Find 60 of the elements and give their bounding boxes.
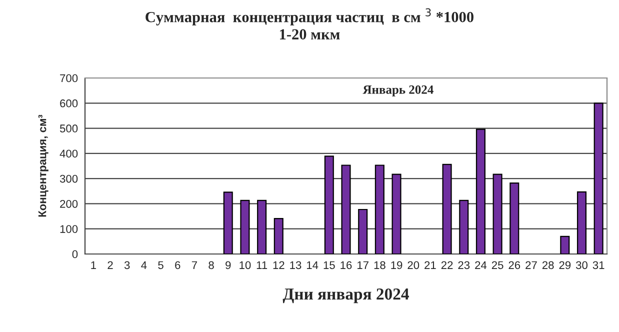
annotation: Январь 2024 (362, 85, 434, 96)
x-tick-label: 20 (408, 261, 420, 270)
x-tick-label: 10 (240, 261, 251, 270)
x-tick-label: 6 (175, 261, 180, 270)
bar (576, 191, 587, 254)
x-tick-label: 23 (458, 261, 470, 270)
x-tick-label: 5 (158, 261, 164, 270)
x-tick-label: 4 (141, 261, 147, 269)
bar (560, 236, 570, 254)
bar (492, 174, 502, 254)
x-tick-label: 15 (324, 261, 335, 270)
bar (223, 192, 233, 254)
bar (257, 200, 267, 254)
x-tick-label: 1 (91, 261, 96, 269)
x-tick-label: 12 (273, 261, 284, 269)
x-tick-label: 16 (340, 261, 352, 270)
bar (594, 102, 604, 254)
x-tick-label: 2 (108, 261, 113, 269)
y-tick-label: 200 (60, 200, 78, 208)
x-axis-title: Дни января 2024 (282, 288, 409, 304)
bar (392, 174, 402, 254)
x-tick-label: 8 (208, 261, 214, 270)
y-axis-title: Концентрация, см³ (38, 114, 48, 217)
x-tick-label: 13 (290, 261, 302, 270)
x-tick-label: 9 (226, 261, 231, 270)
bar (274, 218, 284, 254)
y-tick-label: 500 (60, 124, 78, 132)
bar (240, 200, 250, 254)
bar (358, 208, 368, 254)
bar (374, 164, 384, 254)
x-tick-label: 24 (475, 261, 487, 269)
x-tick-label: 18 (374, 261, 386, 270)
x-tick-label: 11 (256, 261, 268, 269)
bar (442, 164, 452, 254)
y-tick-label: 0 (72, 250, 78, 258)
x-tick-label: 3 (124, 261, 130, 270)
y-tick-label: 100 (60, 225, 78, 233)
y-tick-label: 300 (60, 174, 78, 183)
x-tick-label: 30 (576, 261, 588, 270)
x-tick-label: 7 (192, 261, 197, 269)
x-tick-label: 21 (424, 261, 436, 269)
bar (510, 182, 520, 254)
bar (476, 128, 486, 254)
y-tick-label: 700 (60, 74, 78, 82)
bar (459, 200, 469, 254)
x-tick-label: 17 (358, 261, 368, 269)
x-tick-label: 28 (542, 261, 554, 270)
chart-title: Суммарная концентрация частиц в см $^{3}$ *1000 1-20 мкм (146, 8, 474, 40)
bar (324, 156, 334, 254)
x-tick-label: 31 (592, 261, 604, 270)
x-tick-label: 14 (306, 261, 318, 269)
x-tick-label: 22 (441, 261, 453, 269)
x-tick-label: 29 (559, 261, 571, 270)
x-tick-label: 27 (526, 261, 537, 269)
y-tick-label: 600 (60, 99, 78, 108)
x-tick-label: 25 (492, 261, 504, 270)
x-tick-label: 19 (391, 261, 402, 270)
x-tick-label: 26 (508, 261, 520, 270)
bar (341, 164, 351, 254)
y-tick-label: 400 (60, 150, 78, 158)
